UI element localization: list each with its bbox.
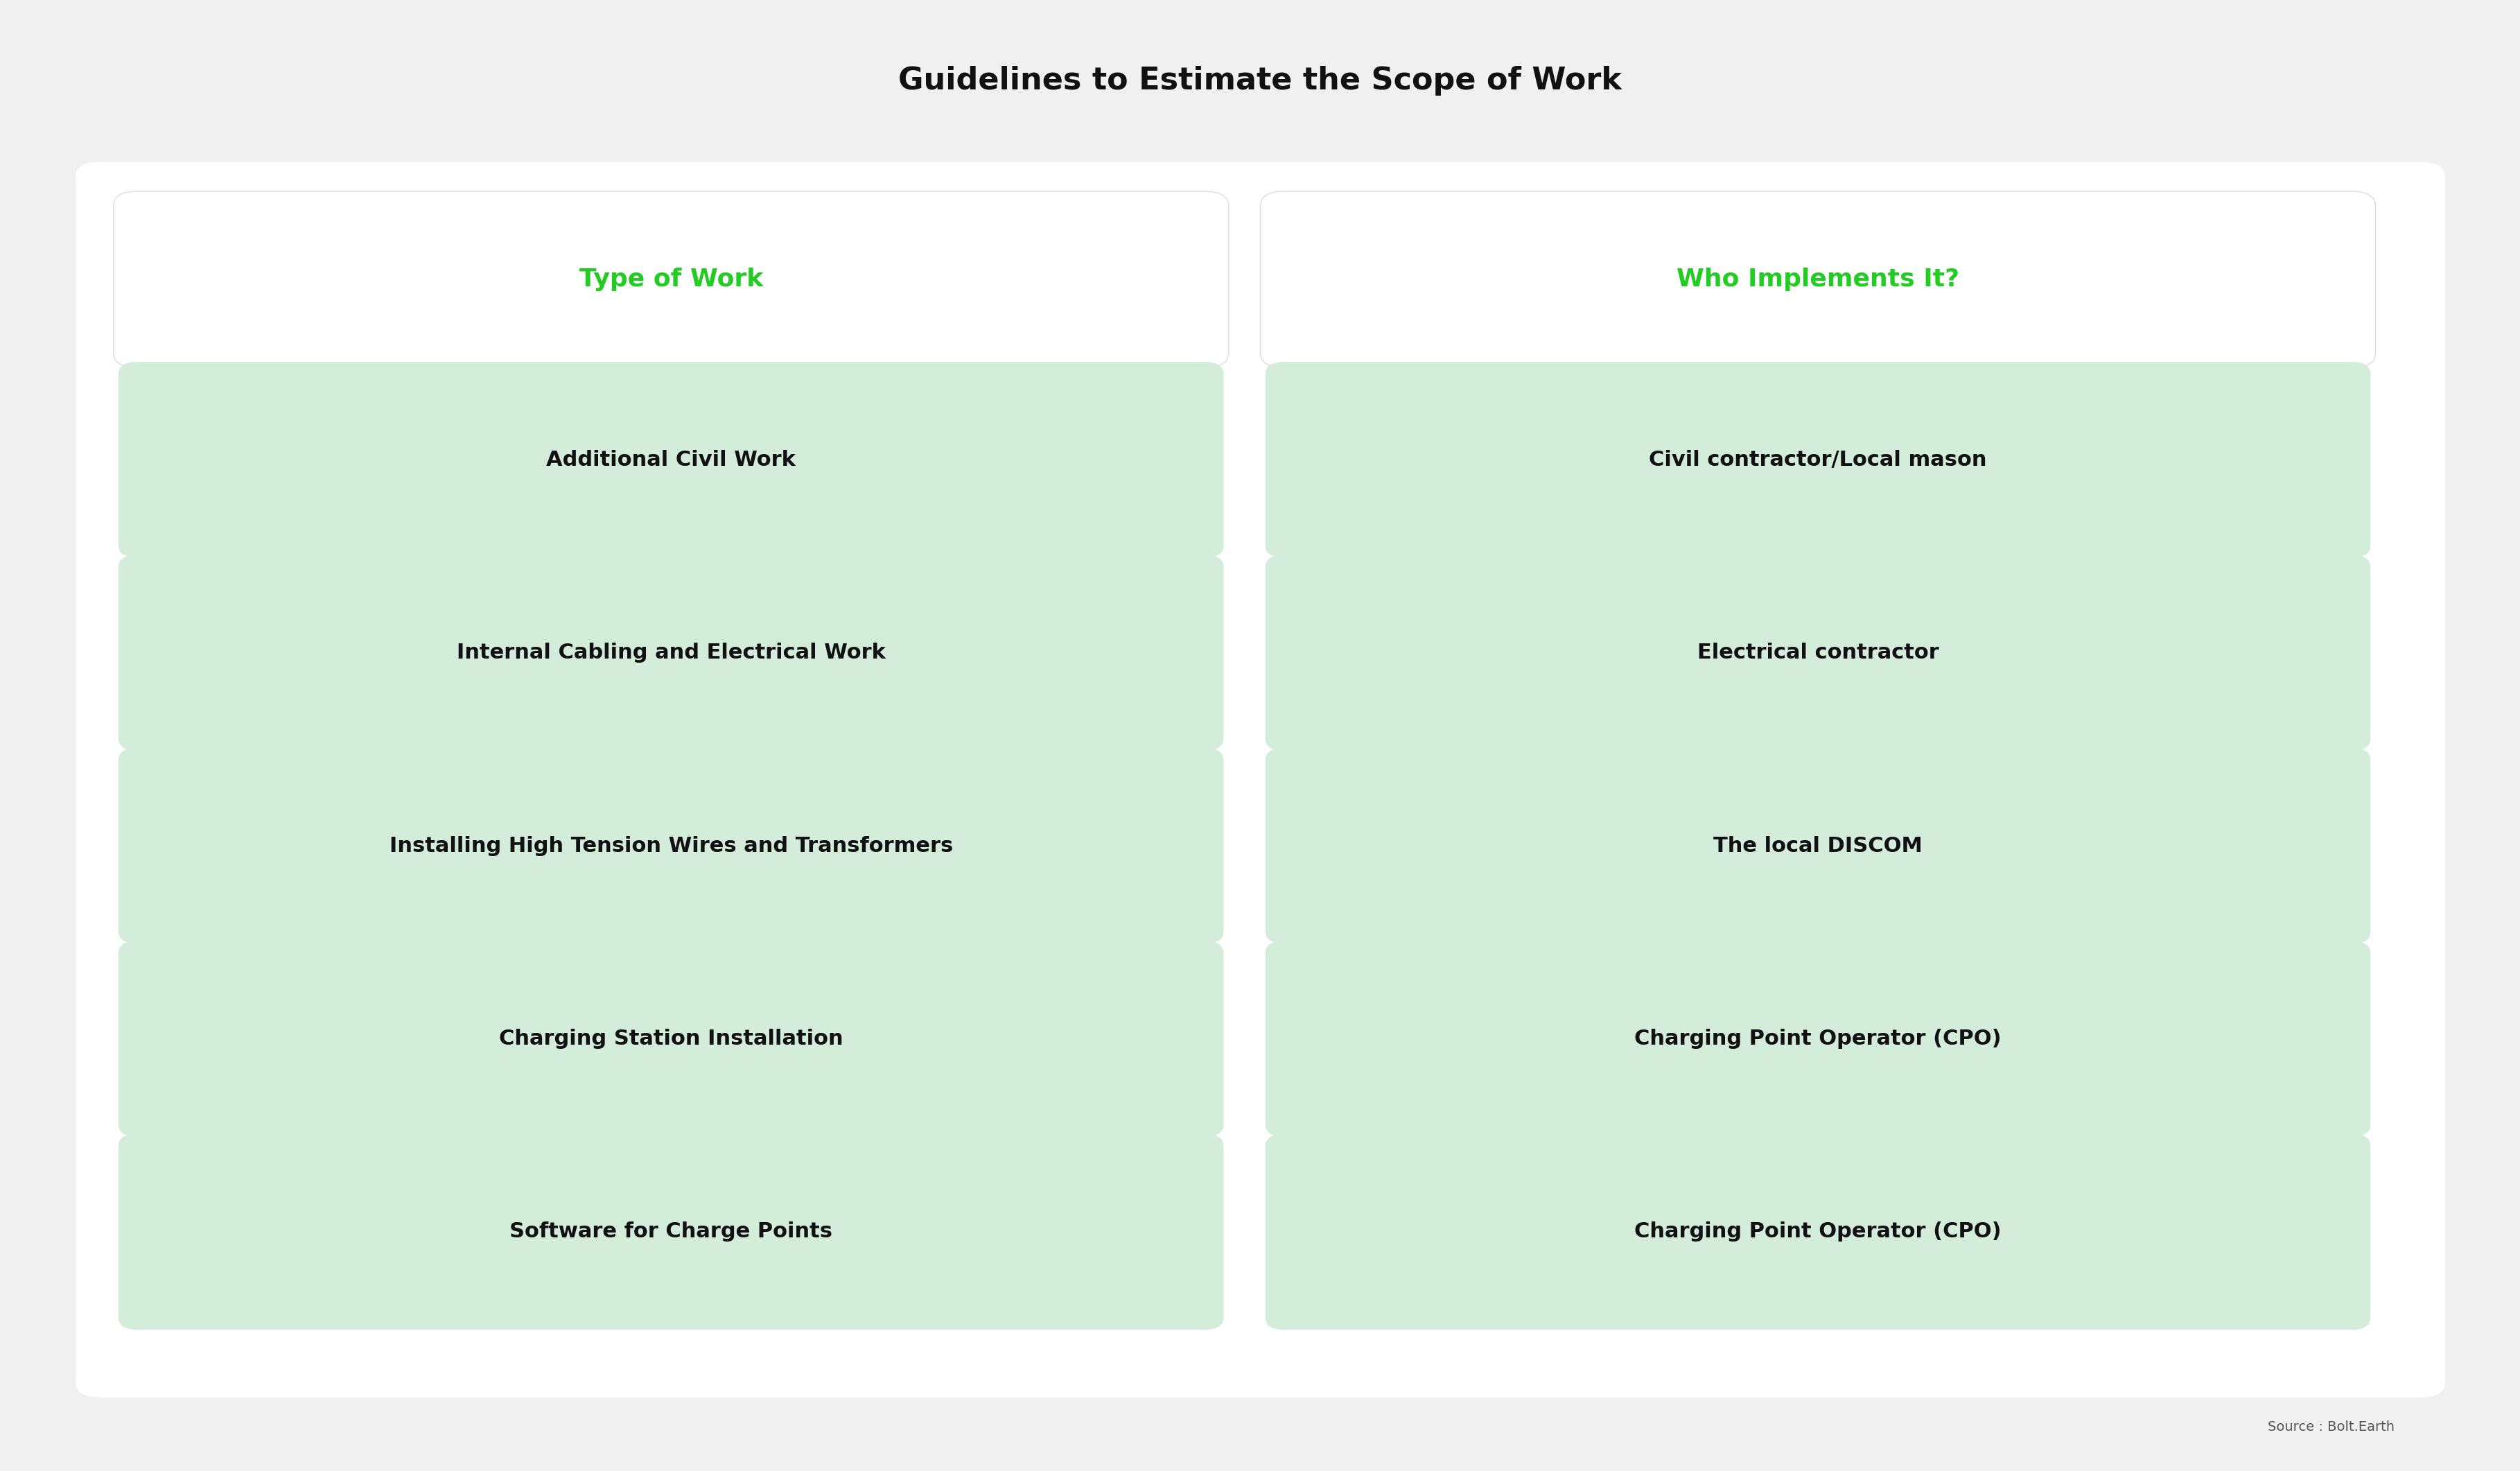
Text: Civil contractor/Local mason: Civil contractor/Local mason	[1648, 450, 1986, 469]
FancyBboxPatch shape	[1265, 747, 2369, 944]
Text: Guidelines to Estimate the Scope of Work: Guidelines to Estimate the Scope of Work	[897, 66, 1623, 96]
FancyBboxPatch shape	[118, 362, 1222, 558]
Text: Charging Point Operator (CPO): Charging Point Operator (CPO)	[1633, 1028, 2001, 1049]
FancyBboxPatch shape	[1265, 555, 2369, 750]
Text: Charging Point Operator (CPO): Charging Point Operator (CPO)	[1633, 1222, 2001, 1242]
FancyBboxPatch shape	[118, 747, 1222, 944]
FancyBboxPatch shape	[1260, 191, 2374, 368]
Text: Charging Station Installation: Charging Station Installation	[499, 1028, 842, 1049]
Text: Additional Civil Work: Additional Civil Work	[547, 450, 796, 469]
FancyBboxPatch shape	[118, 941, 1222, 1137]
FancyBboxPatch shape	[118, 555, 1222, 750]
Text: Electrical contractor: Electrical contractor	[1696, 643, 1938, 663]
FancyBboxPatch shape	[113, 191, 1227, 368]
Text: Source : Bolt.Earth: Source : Bolt.Earth	[2268, 1421, 2394, 1433]
FancyBboxPatch shape	[76, 162, 2444, 1397]
Text: Internal Cabling and Electrical Work: Internal Cabling and Electrical Work	[456, 643, 885, 663]
Text: Software for Charge Points: Software for Charge Points	[509, 1222, 832, 1242]
Text: Installing High Tension Wires and Transformers: Installing High Tension Wires and Transf…	[388, 836, 953, 856]
FancyBboxPatch shape	[118, 1134, 1222, 1330]
FancyBboxPatch shape	[1265, 941, 2369, 1137]
FancyBboxPatch shape	[1265, 362, 2369, 558]
FancyBboxPatch shape	[1265, 1134, 2369, 1330]
Text: The local DISCOM: The local DISCOM	[1714, 836, 1923, 856]
Text: Who Implements It?: Who Implements It?	[1676, 268, 1958, 291]
Text: Type of Work: Type of Work	[580, 268, 764, 291]
